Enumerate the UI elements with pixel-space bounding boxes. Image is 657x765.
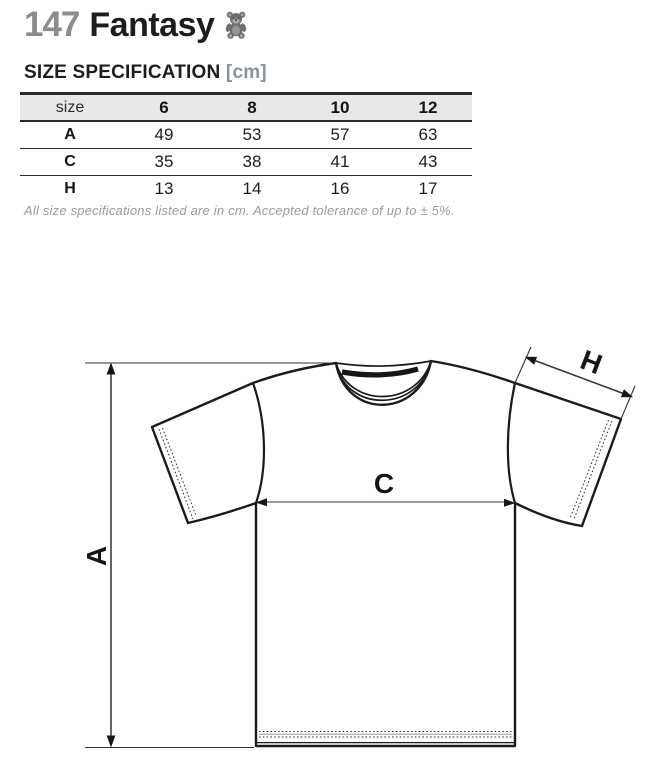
dimension-h: [514, 346, 636, 420]
cell-value: 57: [330, 125, 350, 144]
hem-stitching: [158, 419, 613, 738]
teddy-bear-icon: [226, 11, 247, 39]
dimension-c-label: C: [374, 468, 394, 499]
cell-value: 13: [154, 179, 174, 198]
cell-value: 17: [418, 179, 438, 198]
header-cell-12: 12: [384, 93, 472, 122]
cell-value: 38: [242, 152, 262, 171]
tolerance-note: All size specifications listed are in cm…: [24, 203, 455, 218]
dimension-h-label: H: [576, 344, 606, 380]
cell-value: 63: [418, 125, 438, 144]
row-label: A: [64, 126, 76, 143]
cell-value: 41: [330, 152, 350, 171]
armhole-seams: [251, 381, 517, 505]
header-cell-8: 8: [208, 93, 296, 122]
table-row-H: H 13 14 16 17: [20, 176, 472, 203]
product-code: 147: [24, 5, 80, 44]
section-unit: [cm]: [225, 62, 267, 83]
size-table: size 6 8 10 12 A 49 53 57 63 C 35 38 41 …: [20, 92, 472, 202]
cell-value: 35: [154, 152, 174, 171]
header-cell-size: size: [20, 93, 120, 122]
bottom-hem-lines: [256, 733, 515, 744]
collar-details: [335, 360, 432, 402]
tshirt-outline: [150, 359, 623, 748]
table-row-C: C 35 38 41 43: [20, 149, 472, 176]
dimension-c: [255, 498, 516, 507]
dimension-a-label: A: [81, 546, 112, 566]
section-heading: SIZE SPECIFICATION [cm]: [24, 62, 267, 84]
dimension-a: [85, 362, 334, 749]
product-title: 147 Fantasy: [24, 5, 248, 44]
row-label: H: [64, 180, 76, 197]
size-table-header-row: size 6 8 10 12: [20, 93, 472, 122]
collar-back-tape: [341, 366, 419, 378]
row-label: C: [64, 153, 76, 170]
cell-value: 53: [242, 125, 262, 144]
header-cell-6: 6: [120, 93, 208, 122]
header-cell-10: 10: [296, 93, 384, 122]
cell-value: 14: [242, 179, 262, 198]
section-title: SIZE SPECIFICATION: [24, 62, 221, 83]
product-name: Fantasy: [89, 6, 215, 44]
cell-value: 49: [154, 125, 174, 144]
cell-value: 16: [330, 179, 350, 198]
table-row-A: A 49 53 57 63: [20, 121, 472, 149]
cell-value: 43: [418, 152, 438, 171]
